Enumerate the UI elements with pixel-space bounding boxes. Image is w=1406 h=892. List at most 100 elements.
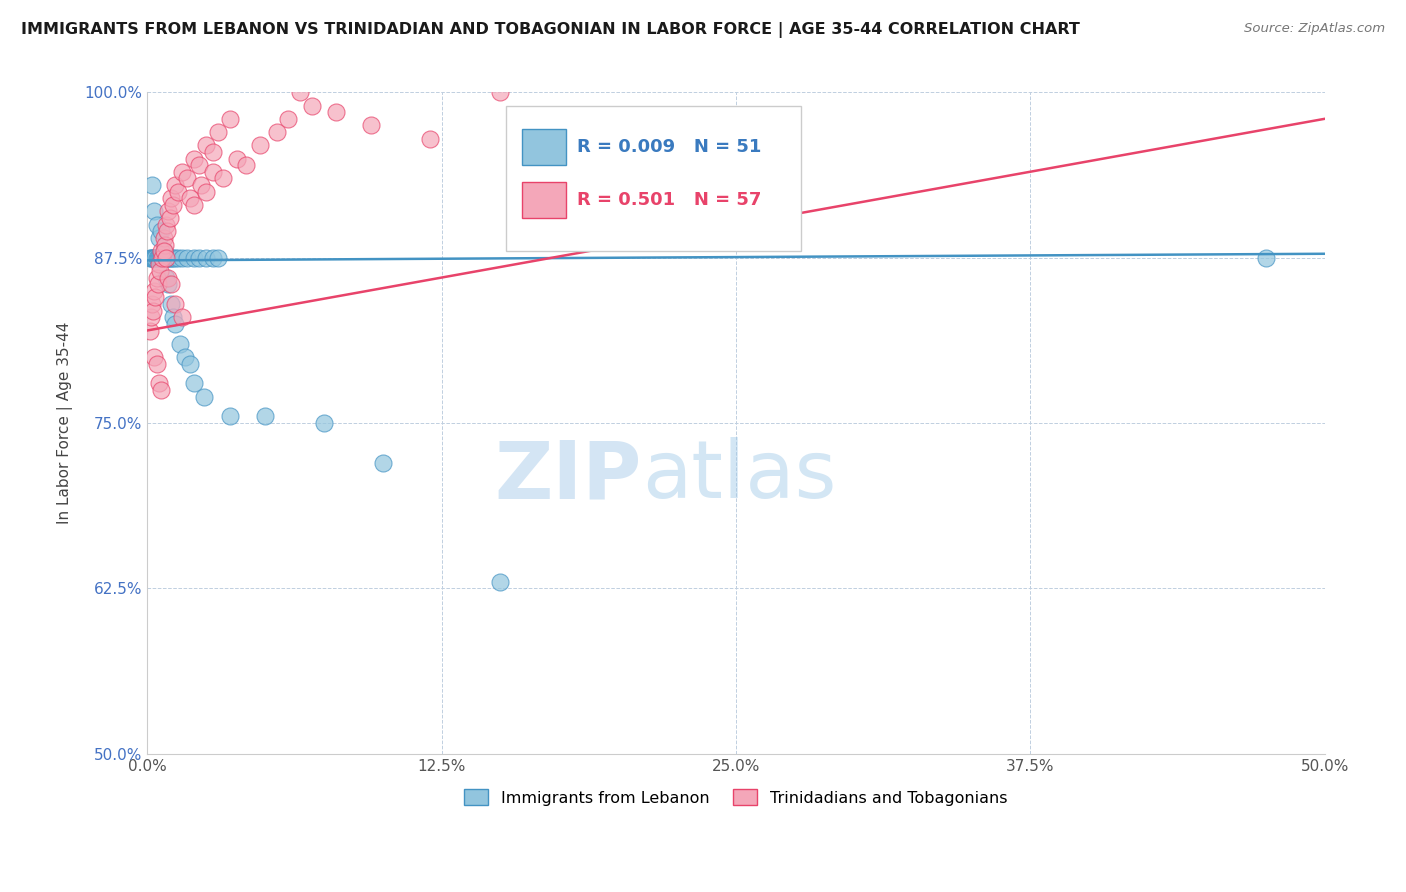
Point — [325, 105, 347, 120]
Point — [165, 317, 187, 331]
Point — [143, 350, 166, 364]
Point — [360, 119, 382, 133]
Point — [266, 125, 288, 139]
Point — [371, 456, 394, 470]
Point — [145, 218, 167, 232]
Point — [159, 297, 181, 311]
Point — [225, 152, 247, 166]
Point — [159, 277, 181, 292]
Point — [139, 310, 162, 325]
Point — [183, 376, 205, 391]
Point — [419, 131, 441, 145]
Point — [141, 251, 163, 265]
Point — [150, 244, 173, 259]
Point — [149, 251, 172, 265]
Point — [157, 270, 180, 285]
Point — [207, 125, 229, 139]
Point — [159, 211, 181, 225]
Point — [218, 409, 240, 424]
Point — [253, 409, 276, 424]
Point — [138, 251, 160, 265]
Point — [489, 86, 512, 100]
Point — [152, 244, 174, 259]
Point — [195, 138, 218, 153]
Point — [202, 145, 225, 159]
Point — [153, 251, 176, 265]
Point — [143, 284, 166, 298]
Point — [188, 251, 211, 265]
Text: ZIP: ZIP — [495, 437, 641, 515]
Point — [146, 277, 169, 292]
Point — [218, 112, 240, 126]
Point — [142, 303, 165, 318]
Point — [150, 383, 173, 397]
Point — [148, 376, 170, 391]
Point — [183, 251, 205, 265]
FancyBboxPatch shape — [522, 128, 567, 165]
Point — [143, 251, 166, 265]
Point — [166, 185, 188, 199]
Point — [149, 264, 172, 278]
Point — [183, 152, 205, 166]
Point — [202, 165, 225, 179]
Point — [162, 198, 184, 212]
Point — [139, 251, 162, 265]
Point — [159, 251, 181, 265]
Point — [301, 98, 323, 112]
Point — [172, 310, 194, 325]
Point — [148, 257, 170, 271]
Point — [489, 574, 512, 589]
Point — [165, 297, 187, 311]
Point — [141, 297, 163, 311]
Point — [148, 251, 170, 265]
Point — [152, 231, 174, 245]
Legend: Immigrants from Lebanon, Trinidadians and Tobagonians: Immigrants from Lebanon, Trinidadians an… — [458, 782, 1014, 812]
Point — [162, 251, 184, 265]
Point — [145, 251, 167, 265]
Point — [155, 251, 177, 265]
Point — [195, 251, 218, 265]
Point — [183, 198, 205, 212]
Text: R = 0.009   N = 51: R = 0.009 N = 51 — [576, 137, 761, 155]
Point — [152, 251, 174, 265]
Y-axis label: In Labor Force | Age 35-44: In Labor Force | Age 35-44 — [58, 322, 73, 524]
Point — [146, 251, 169, 265]
Point — [176, 171, 198, 186]
Point — [162, 310, 184, 325]
Point — [145, 251, 167, 265]
Point — [173, 350, 195, 364]
Point — [165, 178, 187, 192]
Point — [138, 324, 160, 338]
Point — [156, 251, 179, 265]
Text: Source: ZipAtlas.com: Source: ZipAtlas.com — [1244, 22, 1385, 36]
Point — [143, 204, 166, 219]
Point — [142, 251, 165, 265]
Point — [176, 251, 198, 265]
Point — [179, 191, 201, 205]
Point — [188, 158, 211, 172]
Point — [157, 251, 180, 265]
Point — [152, 244, 174, 259]
Point — [150, 224, 173, 238]
Point — [152, 251, 174, 265]
Text: IMMIGRANTS FROM LEBANON VS TRINIDADIAN AND TOBAGONIAN IN LABOR FORCE | AGE 35-44: IMMIGRANTS FROM LEBANON VS TRINIDADIAN A… — [21, 22, 1080, 38]
Point — [169, 336, 191, 351]
Point — [145, 270, 167, 285]
Point — [166, 251, 188, 265]
Point — [152, 251, 174, 265]
Text: R = 0.501   N = 57: R = 0.501 N = 57 — [576, 191, 761, 209]
Point — [145, 357, 167, 371]
Point — [159, 191, 181, 205]
Point — [159, 251, 181, 265]
Point — [172, 251, 194, 265]
Point — [277, 112, 299, 126]
Point — [207, 251, 229, 265]
Point — [148, 231, 170, 245]
Point — [155, 251, 177, 265]
FancyBboxPatch shape — [522, 182, 567, 218]
Point — [202, 251, 225, 265]
Point — [155, 218, 177, 232]
FancyBboxPatch shape — [506, 105, 800, 252]
Point — [190, 178, 212, 192]
Text: atlas: atlas — [641, 437, 837, 515]
